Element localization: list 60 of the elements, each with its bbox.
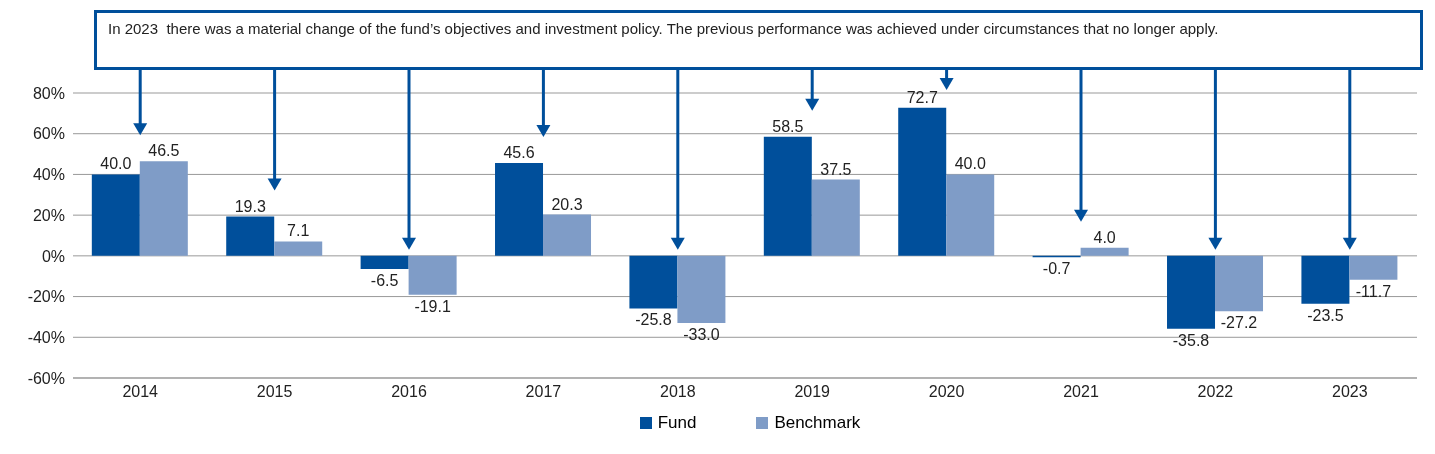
x-tick-label: 2020 bbox=[928, 383, 965, 401]
y-tick-label: -40% bbox=[27, 328, 65, 346]
bar bbox=[1301, 255, 1350, 304]
bar bbox=[811, 179, 860, 256]
text: In 2023 there was a material change of the fund’s objectives and investment policy. The previous performance was achieved under circumstances that no longer apply. bbox=[108, 19, 1220, 39]
bar bbox=[946, 174, 995, 256]
bar bbox=[139, 161, 188, 256]
bar bbox=[226, 216, 275, 256]
data-label: -19.1 bbox=[414, 297, 451, 315]
bar bbox=[677, 255, 726, 324]
x-tick-label: 2023 bbox=[1332, 383, 1368, 401]
x-tick-label: 2022 bbox=[1197, 383, 1234, 401]
y-tick-label: 40% bbox=[32, 166, 65, 184]
data-label: -0.7 bbox=[1042, 260, 1071, 278]
y-tick-label: 20% bbox=[32, 206, 65, 224]
x-tick-label: 2016 bbox=[391, 383, 427, 401]
bar bbox=[629, 255, 678, 309]
bar bbox=[274, 241, 323, 256]
x-tick-label: 2021 bbox=[1063, 383, 1099, 401]
data-label: -33.0 bbox=[683, 326, 720, 344]
bar bbox=[763, 136, 812, 256]
bar bbox=[898, 107, 947, 256]
data-label: 20.3 bbox=[551, 195, 583, 213]
x-tick-label: 2017 bbox=[525, 383, 562, 401]
x-tick-label: 2014 bbox=[122, 383, 159, 401]
bar bbox=[1215, 255, 1264, 312]
legend-label: Fund bbox=[657, 413, 697, 433]
data-label: -23.5 bbox=[1307, 306, 1344, 324]
y-tick-label: -20% bbox=[27, 288, 65, 306]
y-tick-label: 80% bbox=[32, 84, 65, 102]
data-label: 58.5 bbox=[772, 117, 804, 135]
x-tick-label: 2018 bbox=[660, 383, 696, 401]
y-tick-label: -60% bbox=[27, 369, 65, 387]
bar bbox=[1349, 255, 1398, 280]
bar bbox=[91, 174, 140, 256]
bar bbox=[495, 163, 544, 256]
data-label: 46.5 bbox=[148, 142, 180, 160]
x-tick-label: 2015 bbox=[256, 383, 293, 401]
y-tick-label: 60% bbox=[32, 125, 65, 143]
y-tick-label: 0% bbox=[41, 247, 65, 265]
legend-label: Benchmark bbox=[774, 413, 861, 433]
data-label: -35.8 bbox=[1172, 331, 1210, 349]
data-label: 37.5 bbox=[820, 160, 852, 178]
bar bbox=[408, 255, 457, 295]
data-label: -11.7 bbox=[1355, 282, 1392, 300]
data-label: -25.8 bbox=[635, 311, 672, 329]
bar bbox=[543, 214, 592, 256]
x-tick-label: 2019 bbox=[794, 383, 831, 401]
data-label: 4.0 bbox=[1093, 228, 1116, 246]
data-label: 72.7 bbox=[906, 88, 938, 106]
bar bbox=[1080, 247, 1129, 256]
data-label: 7.1 bbox=[287, 222, 310, 240]
data-label: 40.0 bbox=[100, 155, 132, 173]
data-label: 40.0 bbox=[954, 155, 986, 173]
bar bbox=[1167, 255, 1216, 329]
data-label: 45.6 bbox=[503, 144, 535, 162]
data-label: -27.2 bbox=[1220, 314, 1258, 332]
data-label: -6.5 bbox=[370, 272, 399, 290]
bar bbox=[360, 255, 409, 270]
data-label: 19.3 bbox=[234, 197, 266, 215]
